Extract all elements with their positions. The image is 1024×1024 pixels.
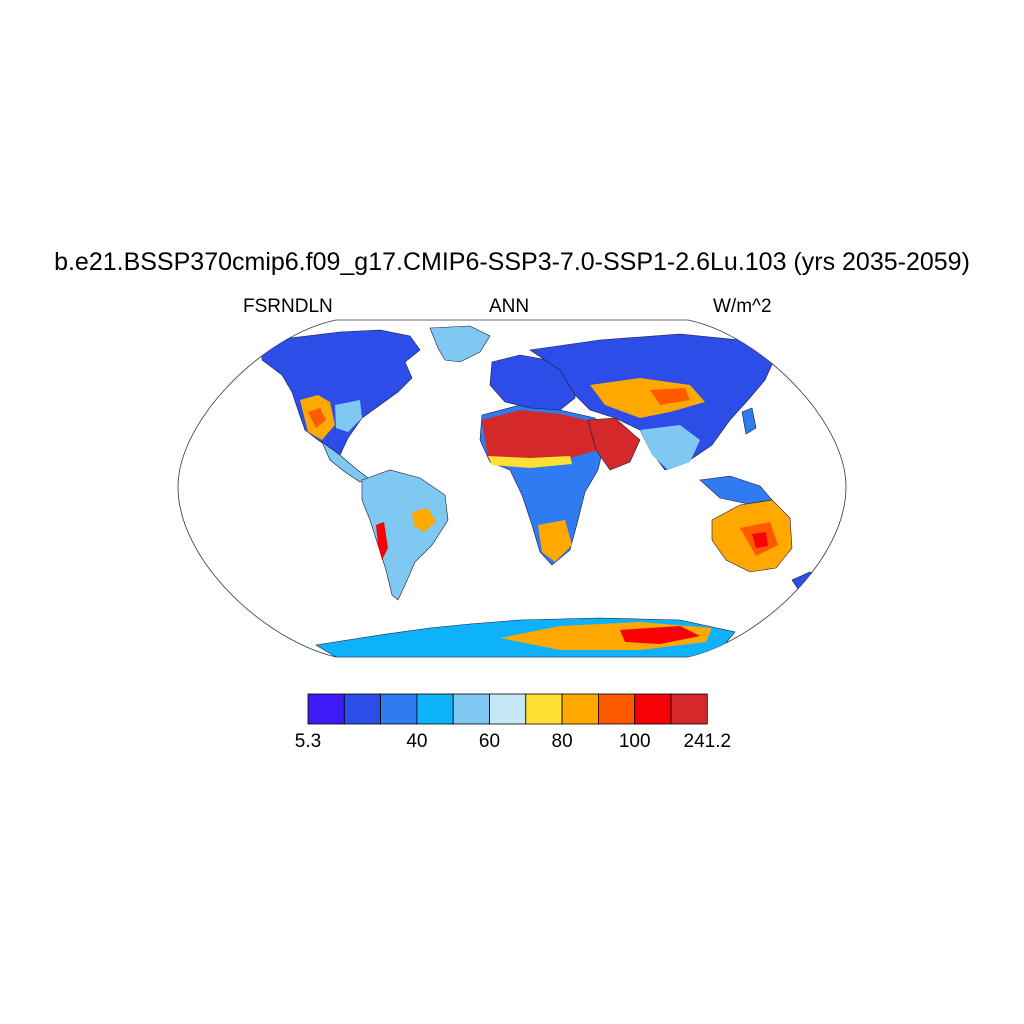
greenland <box>429 325 491 363</box>
units-label: W/m^2 <box>713 296 772 317</box>
sahara <box>482 410 598 460</box>
europe <box>489 354 576 411</box>
colorbar-label: 241.2 <box>683 731 732 752</box>
colorbar-label: 40 <box>406 731 428 752</box>
central-asia-warm <box>590 378 705 418</box>
sahel <box>488 456 572 468</box>
colorbar-swatch-0 <box>307 693 345 725</box>
sa-andes <box>376 522 388 560</box>
colorbar-label: 60 <box>478 731 501 752</box>
gobi-hot <box>650 388 690 405</box>
season-label: ANN <box>489 296 530 317</box>
colorbar-swatch-8 <box>598 693 636 725</box>
na-east <box>335 400 362 432</box>
japan <box>741 407 757 435</box>
colorbar-label: 5.3 <box>294 731 322 752</box>
colorbar-swatch-1 <box>343 693 381 725</box>
colorbar-swatch-2 <box>380 693 418 725</box>
map-title: b.e21.BSSP370cmip6.f09_g17.CMIP6-SSP3-7.… <box>54 248 970 276</box>
sa-east-warm <box>412 508 436 532</box>
south-asia <box>640 425 700 470</box>
colorbar-swatch-3 <box>416 693 454 725</box>
antarctica-hot <box>620 626 700 644</box>
na-hot-southwest <box>308 408 326 428</box>
colorbar-swatch-6 <box>525 693 563 725</box>
colorbar-swatch-10 <box>670 693 708 725</box>
southern-africa <box>538 520 572 562</box>
variable-label: FSRNDLN <box>243 296 333 317</box>
south-america <box>361 469 449 601</box>
colorbar-swatch-4 <box>452 693 490 725</box>
colorbar-swatch-5 <box>489 693 527 725</box>
colorbar <box>307 693 708 725</box>
colorbar-label: 100 <box>618 731 651 752</box>
colorbar-swatch-9 <box>634 693 672 725</box>
colorbar-swatch-7 <box>561 693 599 725</box>
australia-hot-core <box>752 532 768 548</box>
colorbar-label: 80 <box>551 731 573 752</box>
